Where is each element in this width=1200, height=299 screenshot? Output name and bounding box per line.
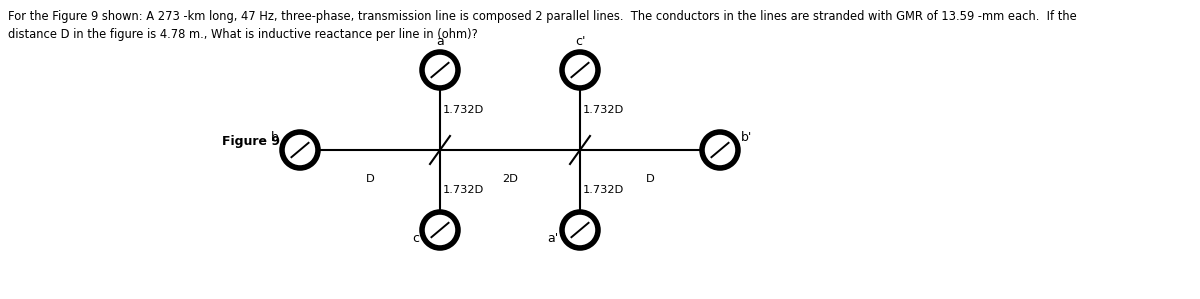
Text: a': a' [547,232,559,245]
Text: 1.732D: 1.732D [583,105,624,115]
Text: 1.732D: 1.732D [443,185,485,195]
Text: c: c [412,232,419,245]
Circle shape [704,135,736,165]
Text: b: b [271,131,278,144]
Text: c': c' [575,35,586,48]
Circle shape [425,55,455,85]
Circle shape [425,215,455,245]
Circle shape [284,135,316,165]
Text: 1.732D: 1.732D [443,105,485,115]
Text: For the Figure 9 shown: A 273 -km long, 47 Hz, three-phase, transmission line is: For the Figure 9 shown: A 273 -km long, … [8,10,1076,23]
Text: 2D: 2D [502,174,518,184]
Text: 1.732D: 1.732D [583,185,624,195]
Text: b': b' [742,131,752,144]
Text: D: D [366,174,374,184]
Circle shape [565,55,595,85]
Text: D: D [646,174,654,184]
Text: a: a [436,35,444,48]
Text: distance D in the figure is 4.78 m., What is inductive reactance per line in (oh: distance D in the figure is 4.78 m., Wha… [8,28,478,41]
Text: Figure 9: Figure 9 [222,135,280,149]
Circle shape [565,215,595,245]
